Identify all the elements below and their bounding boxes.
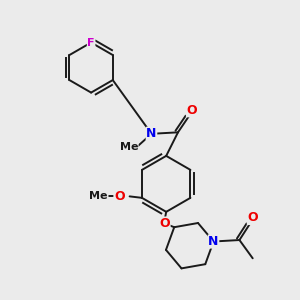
Text: O: O (114, 190, 124, 203)
Text: O: O (248, 212, 258, 224)
Text: O: O (187, 104, 197, 117)
Text: Me: Me (120, 142, 138, 152)
Text: O: O (159, 217, 170, 230)
Text: Me: Me (89, 191, 108, 201)
Text: N: N (146, 127, 157, 140)
Text: N: N (208, 235, 219, 248)
Text: F: F (87, 38, 95, 47)
